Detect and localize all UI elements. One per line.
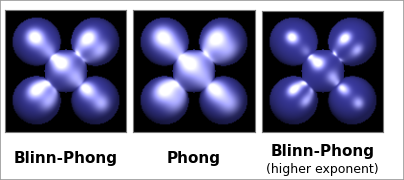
Text: Phong: Phong bbox=[167, 151, 221, 166]
Text: Blinn-Phong: Blinn-Phong bbox=[13, 151, 118, 166]
Text: (higher exponent): (higher exponent) bbox=[266, 163, 379, 176]
Text: Blinn-Phong: Blinn-Phong bbox=[270, 144, 375, 159]
